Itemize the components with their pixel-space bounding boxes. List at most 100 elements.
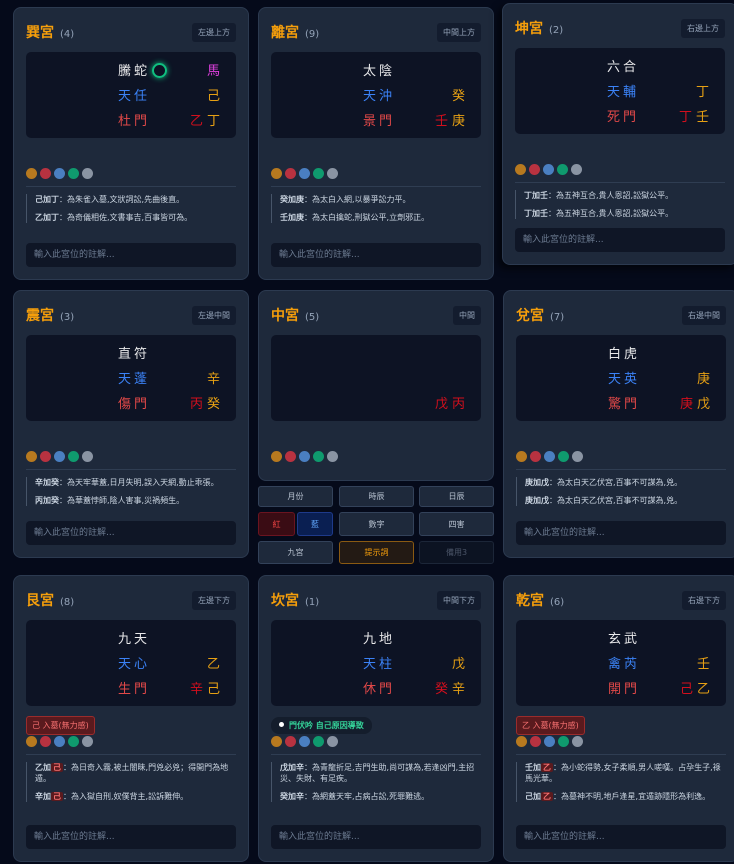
color-dots	[516, 451, 726, 463]
number-button[interactable]: 數字	[339, 512, 414, 536]
palace-header: 巽宮 (4) 左邊上方	[26, 20, 236, 44]
color-dot[interactable]	[572, 736, 583, 747]
color-dot[interactable]	[82, 168, 93, 179]
color-dot[interactable]	[26, 168, 37, 179]
palace-note-input[interactable]	[271, 243, 481, 267]
color-dot[interactable]	[26, 736, 37, 747]
color-dot[interactable]	[516, 451, 527, 462]
color-dot[interactable]	[68, 451, 79, 462]
color-dot[interactable]	[68, 736, 79, 747]
note-key: 癸加辛	[280, 792, 304, 801]
blue-button[interactable]: 藍	[297, 512, 333, 536]
four-harms-button[interactable]: 四害	[419, 512, 494, 536]
color-dot[interactable]	[54, 451, 65, 462]
palace-card[interactable]: 巽宮 (4) 左邊上方 騰蛇 馬天任 己杜門 乙丁 己加丁：為朱雀入墓,文狀詞訟,先曲後直。乙…	[13, 7, 249, 280]
palace-note-input[interactable]	[271, 825, 481, 849]
palace-note-input[interactable]	[516, 521, 726, 545]
color-dot[interactable]	[68, 168, 79, 179]
color-dot[interactable]	[26, 451, 37, 462]
color-dot[interactable]	[285, 736, 296, 747]
color-dot[interactable]	[516, 736, 527, 747]
palace-card[interactable]: 乾宮 (6) 右邊下方 玄武 禽芮壬開門 己乙乙 入墓(無力感) 壬加乙：為小蛇得勢,女子柔…	[503, 575, 734, 862]
gate: 休門	[363, 682, 396, 697]
red-button[interactable]: 紅	[258, 512, 295, 536]
deity-label: 玄武	[608, 632, 641, 647]
star: 天輔	[607, 85, 640, 100]
color-dots	[271, 736, 481, 748]
color-dot[interactable]	[40, 451, 51, 462]
palace-note-input[interactable]	[515, 228, 725, 252]
color-dot[interactable]	[544, 736, 555, 747]
prompt-button[interactable]: 提示詞	[339, 541, 414, 564]
position-tag: 左邊中間	[192, 305, 236, 325]
color-dot[interactable]	[40, 736, 51, 747]
palace-card[interactable]: 坤宮 (2) 右邊上方 六合 天輔丁死門 丁壬 丁加壬：為五神互合,貴人恩詔,訟獄公平。 丁加…	[502, 3, 734, 265]
color-dot[interactable]	[82, 451, 93, 462]
color-dot[interactable]	[54, 168, 65, 179]
color-dot[interactable]	[530, 736, 541, 747]
palace-note-input[interactable]	[26, 521, 236, 545]
divider	[516, 469, 726, 470]
palace-note-field[interactable]: 輸入此宮位的註解...	[26, 243, 236, 267]
heaven-stem: 丁	[695, 85, 713, 100]
palace-card[interactable]: 坎宮 (1) 中間下方 九地 天柱 戊休門 癸辛 門伏吟 自己原因導致 戊加辛：為青龍折足,吉門…	[258, 575, 494, 862]
note-line: 戊加辛：為青龍折足,吉門生助,尚可謀為,若逢凶門,主招災、失財、有足疾。	[280, 762, 481, 784]
note-key: 乙加丁	[35, 213, 59, 222]
color-dot[interactable]	[515, 164, 526, 175]
color-dot[interactable]	[558, 451, 569, 462]
color-dot[interactable]	[299, 168, 310, 179]
color-dot[interactable]	[299, 736, 310, 747]
spare3-button[interactable]: 備用3	[419, 541, 494, 564]
gate: 傷門	[118, 397, 151, 412]
color-dot[interactable]	[271, 168, 282, 179]
color-dot[interactable]	[571, 164, 582, 175]
color-dot[interactable]	[299, 451, 310, 462]
color-dot[interactable]	[544, 451, 555, 462]
palace-note-field[interactable]: 輸入此宮位的註解...	[271, 243, 481, 267]
color-dot[interactable]	[572, 451, 583, 462]
color-dot[interactable]	[313, 736, 324, 747]
note-text: ：為入獄自刑,奴僕背主,訟訴難伸。	[63, 792, 189, 801]
palace-note-field[interactable]: 輸入此宮位的註解...	[26, 521, 236, 545]
palace-card[interactable]: 中宮 (5) 中間 戊丙	[258, 290, 494, 481]
palace-note-field[interactable]: 輸入此宮位的註解...	[515, 228, 725, 252]
color-dot[interactable]	[40, 168, 51, 179]
palace-board: 白虎 天英庚驚門 庚戊	[516, 335, 726, 421]
palace-note-input[interactable]	[26, 825, 236, 849]
palace-card[interactable]: 離宮 (9) 中間上方 太陰 天沖 癸景門 壬庚 癸加庚：為太白入網,以暴爭訟力平。 壬加庚：為…	[258, 7, 494, 280]
palace-note-input[interactable]	[516, 825, 726, 849]
color-dot[interactable]	[285, 451, 296, 462]
color-dot[interactable]	[271, 451, 282, 462]
note-highlight: 己	[51, 763, 63, 772]
color-dot[interactable]	[529, 164, 540, 175]
color-dot[interactable]	[327, 451, 338, 462]
color-dot[interactable]	[82, 736, 93, 747]
color-dot[interactable]	[271, 736, 282, 747]
palace-note-field[interactable]: 輸入此宮位的註解...	[516, 825, 726, 849]
palace-card[interactable]: 兌宮 (7) 右邊中間 白虎 天英庚驚門 庚戊 庚加戊：為太白天乙伏宮,百事不可謀為,兇。庚…	[503, 290, 734, 558]
note-line: 乙加丁：為奇儀相佐,文書事吉,百事皆可為。	[35, 212, 236, 223]
month-button[interactable]: 月份	[258, 486, 333, 507]
palace-note-field[interactable]: 輸入此宮位的註解...	[26, 825, 236, 849]
color-dot[interactable]	[54, 736, 65, 747]
palace-card[interactable]: 艮宮 (8) 左邊下方 九天 天心乙生門 辛己己 入墓(無力感) 乙加己：為日奇入霧,被土闇…	[13, 575, 249, 862]
color-dot[interactable]	[327, 168, 338, 179]
day-button[interactable]: 日辰	[419, 486, 494, 507]
palace-note-field[interactable]: 輸入此宮位的註解...	[516, 521, 726, 545]
color-dot[interactable]	[558, 736, 569, 747]
color-dot[interactable]	[327, 736, 338, 747]
palace-note-input[interactable]	[26, 243, 236, 267]
color-dot[interactable]	[530, 451, 541, 462]
note-line: 辛加己：為入獄自刑,奴僕背主,訟訴難伸。	[35, 791, 236, 802]
hour-button[interactable]: 時辰	[339, 486, 414, 507]
palace-note-field[interactable]: 輸入此宮位的註解...	[271, 825, 481, 849]
nine-palaces-button[interactable]: 九宮	[258, 541, 333, 564]
palace-card[interactable]: 震宮 (3) 左邊中間 直符 天蓬 辛傷門 丙癸 辛加癸：為天牢華蓋,日月失明,誤入天網,動止…	[13, 290, 249, 558]
color-dot[interactable]	[313, 451, 324, 462]
color-dot[interactable]	[543, 164, 554, 175]
palace-notes: 庚加戊：為太白天乙伏宮,百事不可謀為,兇。 庚加戊：為太白天乙伏宮,百事不可謀為,…	[516, 477, 726, 506]
color-dot[interactable]	[313, 168, 324, 179]
color-dot[interactable]	[557, 164, 568, 175]
color-dot[interactable]	[285, 168, 296, 179]
divider	[271, 186, 481, 187]
